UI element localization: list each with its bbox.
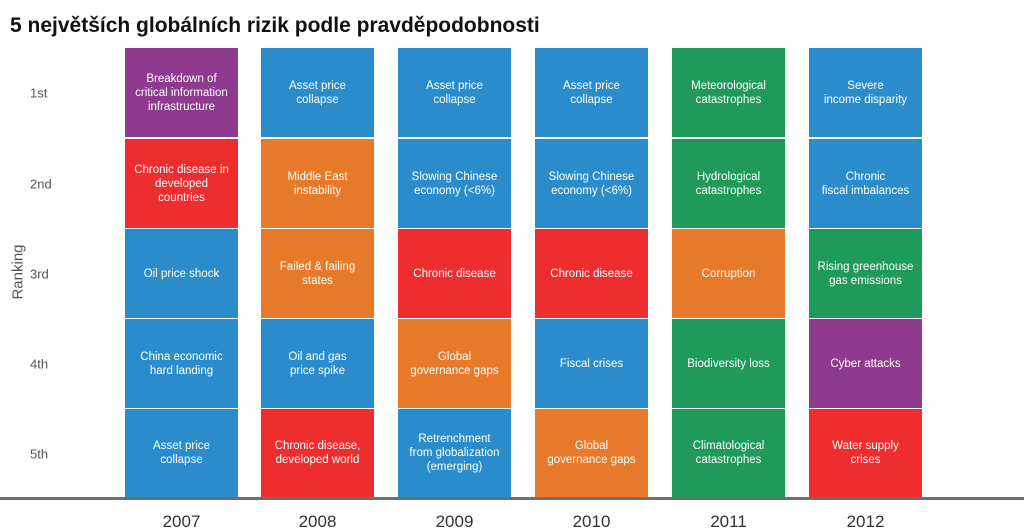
risk-cell-2009-rank-1: Asset price collapse <box>398 48 511 137</box>
risk-cell-2009-rank-5: Retrenchment from globalization (emergin… <box>398 409 511 497</box>
risk-cell-2009-rank-4: Global governance gaps <box>398 319 511 408</box>
year-label-2010: 2010 <box>572 512 611 531</box>
risk-cell-2012-rank-4: Cyber attacks <box>809 319 922 408</box>
risk-cell-2007-rank-1: Breakdown of critical information infras… <box>125 48 238 137</box>
chart-title: 5 největších globálních rizik podle prav… <box>10 14 540 37</box>
risk-cell-2012-rank-2: Chronic fiscal imbalances <box>809 139 922 228</box>
risk-cell-2010-rank-2: Slowing Chinese economy (<6%) <box>535 139 648 228</box>
risk-cell-2008-rank-2: Middle East instability <box>261 139 374 228</box>
risk-cell-2012-rank-5: Water supply crises <box>809 409 922 497</box>
risk-cell-2011-rank-1: Meteorological catastrophes <box>672 48 785 137</box>
risk-cell-2010-rank-3: Chronic disease <box>535 229 648 318</box>
risk-cell-2012-rank-1: Severe income disparity <box>809 48 922 137</box>
risk-cell-2007-rank-4: China economic hard landing <box>125 319 238 408</box>
risk-cell-2011-rank-5: Climatological catastrophes <box>672 409 785 497</box>
risk-cell-2010-rank-4: Fiscal crises <box>535 319 648 408</box>
rank-label-4: 4th <box>30 356 49 371</box>
risk-cell-2008-rank-4: Oil and gas price spike <box>261 319 374 408</box>
risk-cell-2009-rank-2: Slowing Chinese economy (<6%) <box>398 139 511 228</box>
risk-cell-2007-rank-5: Asset price collapse <box>125 409 238 497</box>
rank-label-3: 3rd <box>30 266 49 281</box>
year-label-2007: 2007 <box>162 512 201 531</box>
risk-cell-2008-rank-1: Asset price collapse <box>261 48 374 137</box>
rank-label-1: 1st <box>30 85 48 100</box>
risk-cell-2009-rank-3: Chronic disease <box>398 229 511 318</box>
baseline <box>0 497 1024 500</box>
y-axis-label: Ranking <box>9 244 27 300</box>
risk-cell-2008-rank-3: Failed & failing states <box>261 229 374 318</box>
risk-cell-2011-rank-3: Corruption <box>672 229 785 318</box>
year-label-2012: 2012 <box>846 512 885 531</box>
year-label-2011: 2011 <box>710 512 747 531</box>
year-label-2008: 2008 <box>298 512 337 531</box>
rank-label-2: 2nd <box>30 176 52 191</box>
risk-cell-2007-rank-3: Oil price shock <box>125 229 238 318</box>
rank-label-5: 5th <box>30 446 49 461</box>
risk-cell-2010-rank-1: Asset price collapse <box>535 48 648 137</box>
risk-cell-2008-rank-5: Chronic disease, developed world <box>261 409 374 497</box>
year-label-2009: 2009 <box>435 512 474 531</box>
risk-cell-2007-rank-2: Chronic disease in developed countries <box>125 139 238 228</box>
risk-cell-2011-rank-2: Hydrological catastrophes <box>672 139 785 228</box>
risk-cell-2010-rank-5: Global governance gaps <box>535 409 648 497</box>
risk-cell-2011-rank-4: Biodiversity loss <box>672 319 785 408</box>
risk-cell-2012-rank-3: Rising greenhouse gas emissions <box>809 229 922 318</box>
